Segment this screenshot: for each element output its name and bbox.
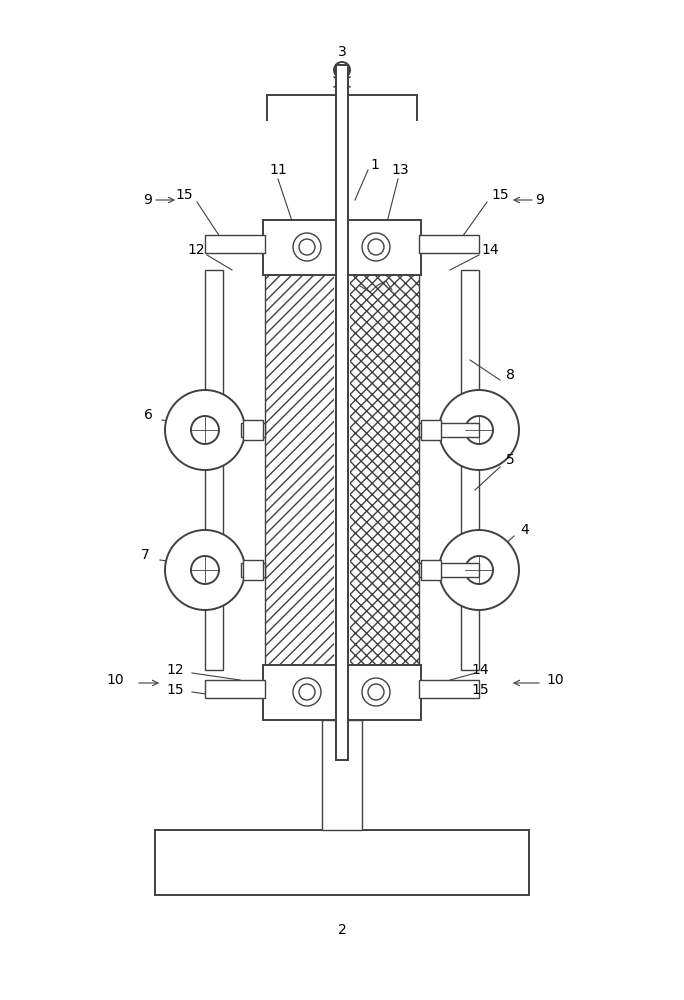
Circle shape (191, 556, 219, 584)
Circle shape (334, 62, 350, 78)
Bar (334, 270, 350, 710)
Bar (205, 680, 265, 698)
Bar (336, 65, 348, 760)
Circle shape (299, 684, 315, 700)
Text: 9: 9 (536, 193, 544, 207)
Bar (421, 420, 441, 440)
Text: 12: 12 (166, 663, 184, 677)
Text: 14: 14 (471, 663, 489, 677)
Circle shape (439, 530, 519, 610)
Bar (243, 560, 263, 580)
Bar (241, 563, 265, 577)
Text: 2: 2 (338, 923, 346, 937)
Bar (336, 65, 348, 760)
Bar (419, 680, 479, 698)
Bar (419, 563, 479, 577)
Text: 10: 10 (106, 673, 124, 687)
Text: 8: 8 (505, 368, 514, 382)
Text: 6: 6 (144, 408, 153, 422)
Text: 5: 5 (505, 453, 514, 467)
Circle shape (165, 390, 245, 470)
Circle shape (362, 678, 390, 706)
Text: 1: 1 (371, 158, 380, 172)
Bar (322, 720, 362, 830)
Bar (263, 220, 342, 275)
Bar (243, 420, 263, 440)
Circle shape (368, 239, 384, 255)
Bar (461, 270, 479, 670)
Text: 11: 11 (269, 163, 287, 177)
Bar (344, 270, 419, 710)
Bar (419, 423, 479, 437)
Text: 14: 14 (481, 243, 499, 257)
Bar (419, 235, 479, 253)
Bar (263, 665, 342, 720)
Text: 15: 15 (175, 188, 193, 202)
Circle shape (362, 233, 390, 261)
Circle shape (191, 416, 219, 444)
Circle shape (299, 239, 315, 255)
Text: 3: 3 (338, 45, 346, 59)
Bar (342, 220, 421, 275)
Text: 9: 9 (144, 193, 153, 207)
Text: 15: 15 (491, 188, 509, 202)
Circle shape (293, 233, 321, 261)
Circle shape (465, 416, 493, 444)
Circle shape (439, 390, 519, 470)
Circle shape (165, 530, 245, 610)
Bar (155, 830, 529, 895)
Circle shape (368, 684, 384, 700)
Bar (265, 270, 340, 710)
Text: 15: 15 (166, 683, 184, 697)
Bar (342, 665, 421, 720)
Text: 12: 12 (187, 243, 205, 257)
Bar (205, 235, 265, 253)
Text: 7: 7 (141, 548, 149, 562)
Circle shape (465, 556, 493, 584)
Text: 15: 15 (471, 683, 489, 697)
Text: 4: 4 (521, 523, 529, 537)
Bar (205, 270, 223, 670)
Text: 10: 10 (547, 673, 564, 687)
Bar (421, 560, 441, 580)
Text: 13: 13 (391, 163, 409, 177)
Circle shape (293, 678, 321, 706)
Bar (241, 423, 265, 437)
